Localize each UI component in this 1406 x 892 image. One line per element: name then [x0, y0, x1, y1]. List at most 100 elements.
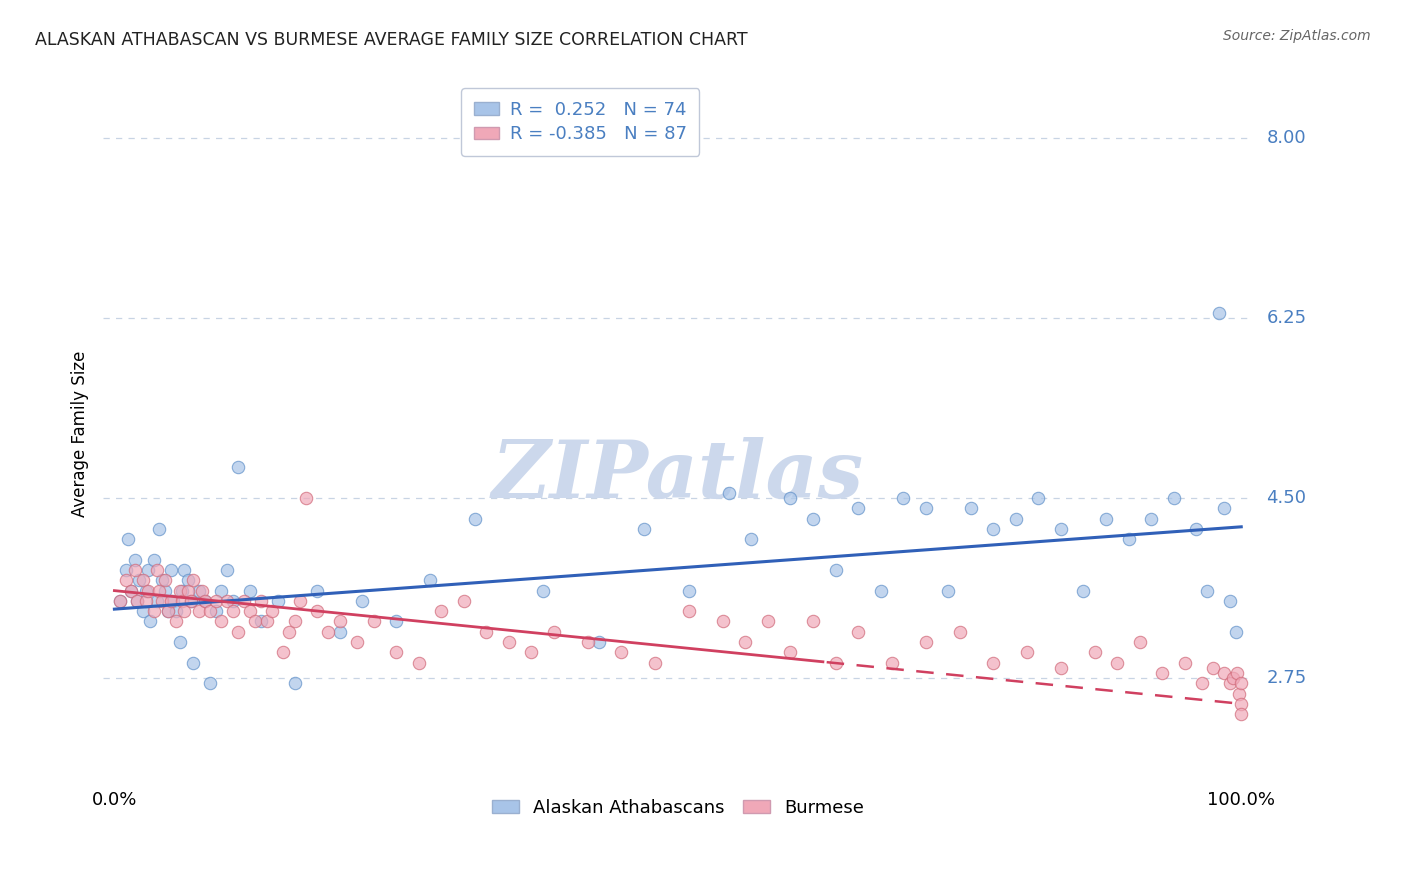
Point [385, 615, 408, 629]
Point [981, 522, 1004, 536]
Point [290, 594, 312, 608]
Point [146, 594, 169, 608]
Point [1118, 532, 1140, 546]
Point [217, 563, 239, 577]
Point [128, 574, 150, 588]
Point [159, 594, 181, 608]
Point [948, 624, 970, 639]
Point [211, 615, 233, 629]
Point [1095, 511, 1118, 525]
Point [801, 511, 824, 525]
Point [124, 563, 146, 577]
Point [363, 615, 385, 629]
Point [162, 594, 184, 608]
Point [824, 656, 846, 670]
Point [169, 635, 191, 649]
Point [142, 553, 165, 567]
Point [295, 491, 318, 505]
Point [1191, 676, 1213, 690]
Point [222, 604, 245, 618]
Point [135, 583, 157, 598]
Point [170, 594, 193, 608]
Point [120, 583, 142, 598]
Point [250, 615, 273, 629]
Point [153, 574, 176, 588]
Text: ZIPatlas: ZIPatlas [492, 436, 863, 514]
Point [150, 594, 173, 608]
Point [1219, 594, 1241, 608]
Point [157, 604, 180, 618]
Point [148, 522, 170, 536]
Point [117, 532, 139, 546]
Point [198, 604, 221, 618]
Point [1213, 501, 1236, 516]
Point [543, 624, 565, 639]
Point [801, 615, 824, 629]
Point [114, 563, 136, 577]
Point [125, 594, 148, 608]
Point [846, 501, 869, 516]
Point [176, 583, 198, 598]
Point [181, 574, 204, 588]
Point [170, 583, 193, 598]
Point [181, 656, 204, 670]
Point [193, 594, 215, 608]
Point [346, 635, 368, 649]
Point [1227, 686, 1250, 700]
Point [1222, 671, 1244, 685]
Point [711, 615, 734, 629]
Point [1050, 661, 1073, 675]
Point [136, 563, 159, 577]
Point [284, 615, 307, 629]
Point [204, 604, 226, 618]
Point [150, 574, 173, 588]
Point [1219, 676, 1241, 690]
Text: 2.75: 2.75 [1267, 669, 1306, 687]
Point [318, 624, 340, 639]
Point [1197, 583, 1219, 598]
Point [475, 624, 498, 639]
Y-axis label: Average Family Size: Average Family Size [72, 351, 89, 516]
Point [131, 574, 153, 588]
Point [120, 583, 142, 598]
Point [180, 594, 202, 608]
Point [239, 604, 262, 618]
Point [125, 594, 148, 608]
Point [576, 635, 599, 649]
Point [1017, 645, 1039, 659]
Point [1202, 661, 1225, 675]
Point [1185, 522, 1208, 536]
Point [245, 615, 267, 629]
Point [1230, 697, 1253, 711]
Point [136, 583, 159, 598]
Point [1208, 306, 1230, 320]
Point [307, 583, 329, 598]
Point [756, 615, 779, 629]
Point [959, 501, 981, 516]
Point [1084, 645, 1107, 659]
Point [256, 615, 278, 629]
Point [262, 604, 284, 618]
Point [250, 594, 273, 608]
Point [108, 594, 131, 608]
Point [329, 624, 352, 639]
Point [284, 676, 307, 690]
Point [981, 656, 1004, 670]
Point [193, 594, 215, 608]
Point [1174, 656, 1197, 670]
Point [869, 583, 891, 598]
Point [430, 604, 453, 618]
Point [159, 563, 181, 577]
Point [135, 594, 157, 608]
Point [464, 511, 486, 525]
Text: 4.50: 4.50 [1267, 489, 1306, 507]
Point [1225, 624, 1247, 639]
Text: 6.25: 6.25 [1267, 309, 1306, 326]
Point [633, 522, 655, 536]
Point [779, 645, 801, 659]
Point [176, 574, 198, 588]
Point [228, 460, 250, 475]
Point [146, 563, 169, 577]
Point [131, 604, 153, 618]
Point [165, 604, 187, 618]
